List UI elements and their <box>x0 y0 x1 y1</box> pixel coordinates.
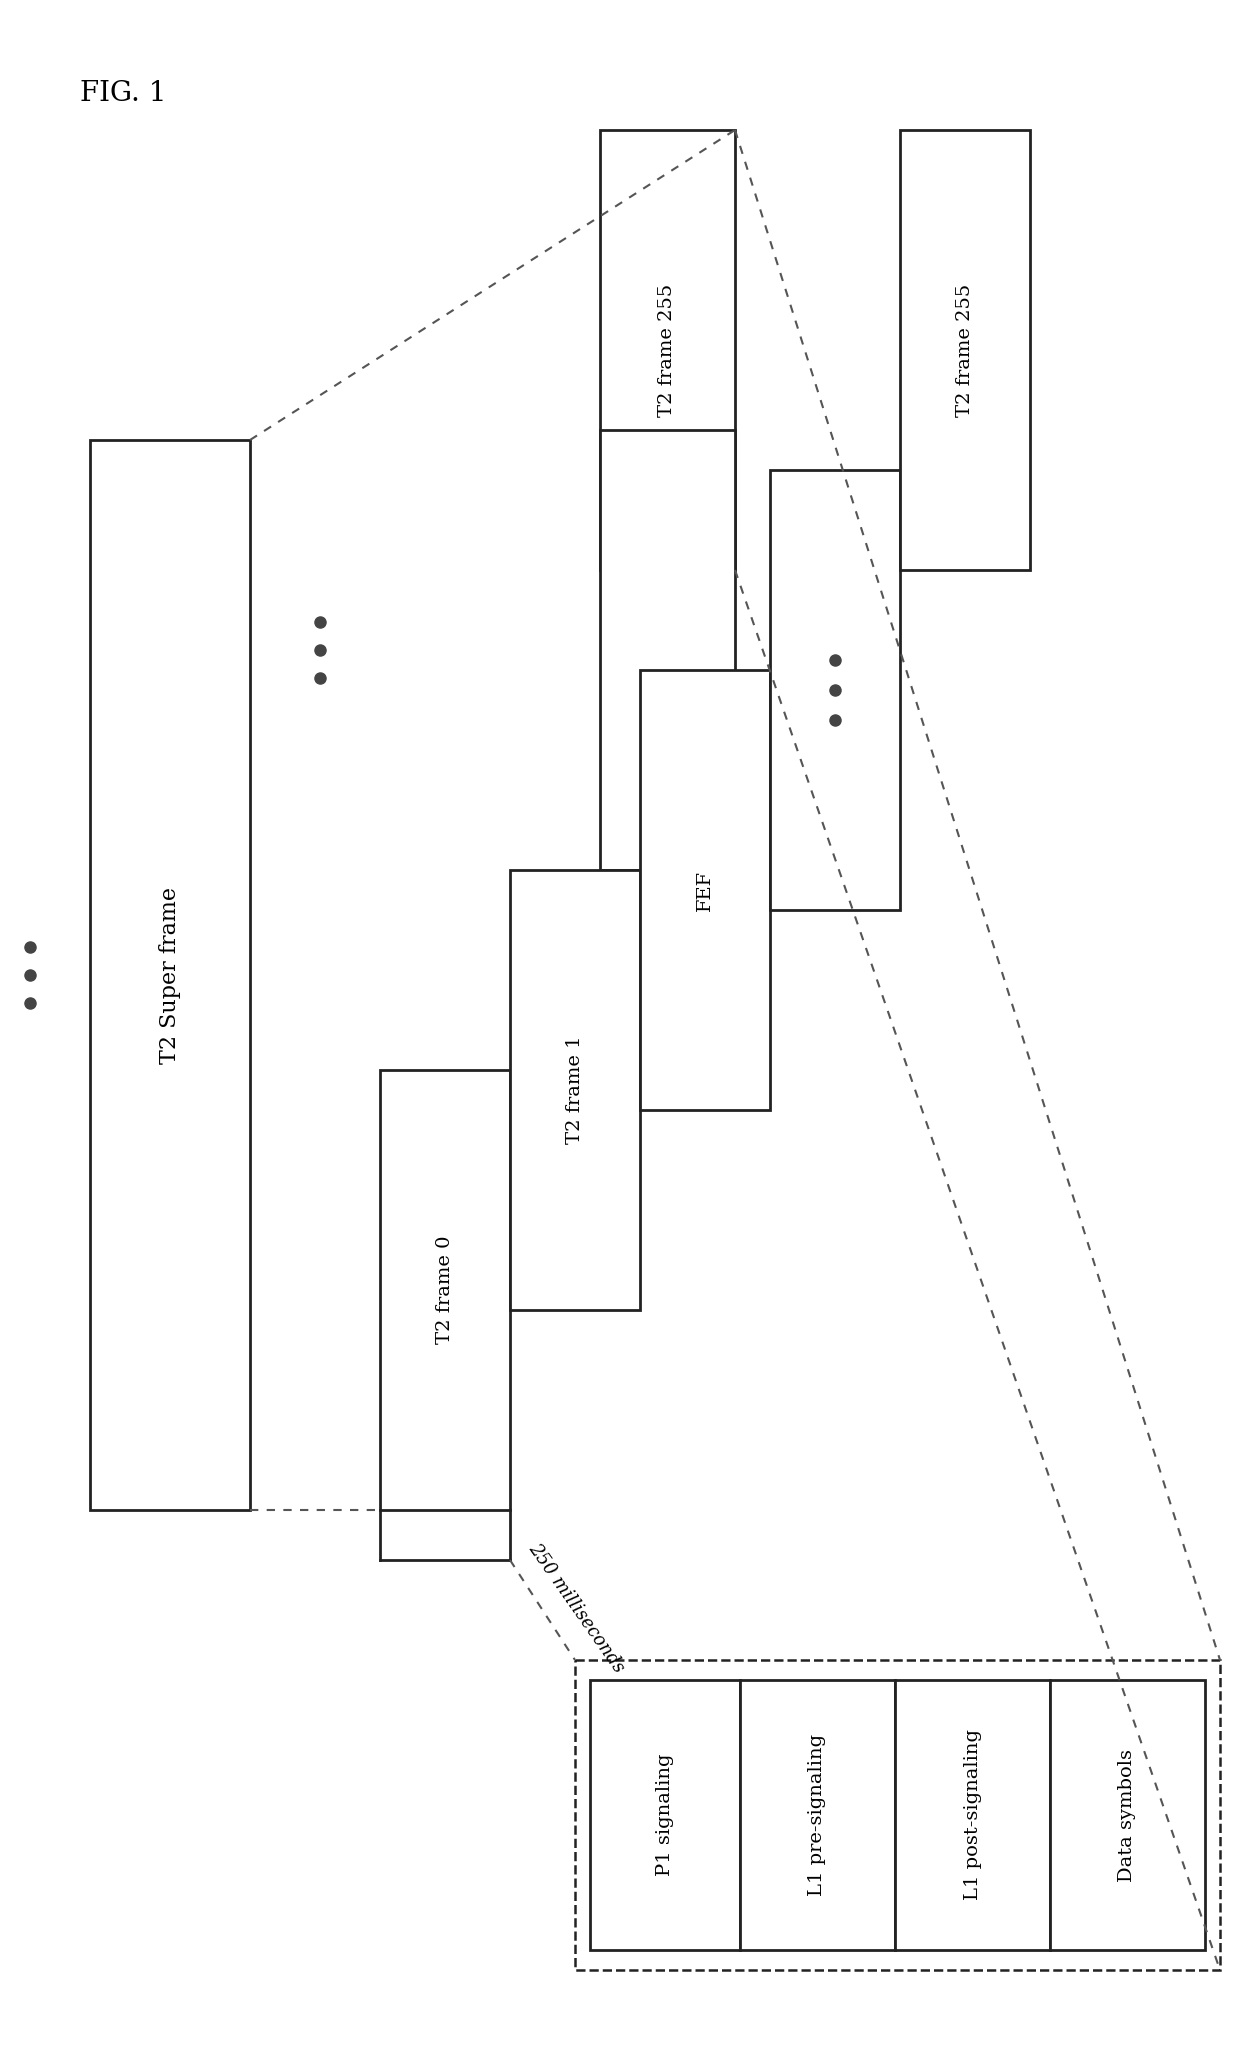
Text: FEF: FEF <box>696 869 714 910</box>
Bar <box>900 130 1030 571</box>
Bar <box>1050 1679 1205 1950</box>
Bar <box>600 430 735 871</box>
Bar <box>91 440 250 1510</box>
Text: FIG. 1: FIG. 1 <box>81 81 166 108</box>
Text: T2 frame 255: T2 frame 255 <box>658 283 677 416</box>
Text: P1 signaling: P1 signaling <box>656 1754 675 1876</box>
Bar <box>600 130 735 571</box>
Text: 250 milliseconds: 250 milliseconds <box>525 1541 627 1677</box>
Text: L1 pre-signaling: L1 pre-signaling <box>808 1733 827 1896</box>
Bar <box>740 1679 895 1950</box>
Text: T2 Super frame: T2 Super frame <box>159 887 181 1063</box>
Bar <box>379 1069 510 1510</box>
Bar <box>510 871 640 1309</box>
Bar <box>770 469 900 910</box>
Bar <box>895 1679 1050 1950</box>
Bar <box>640 670 770 1111</box>
Text: L1 post-signaling: L1 post-signaling <box>963 1729 982 1900</box>
Text: T2 frame 255: T2 frame 255 <box>956 283 973 416</box>
Text: Data symbols: Data symbols <box>1118 1750 1137 1882</box>
Bar <box>575 1661 1220 1971</box>
Text: T2 frame 0: T2 frame 0 <box>436 1237 454 1344</box>
Bar <box>590 1679 740 1950</box>
Text: T2 frame 1: T2 frame 1 <box>565 1036 584 1144</box>
